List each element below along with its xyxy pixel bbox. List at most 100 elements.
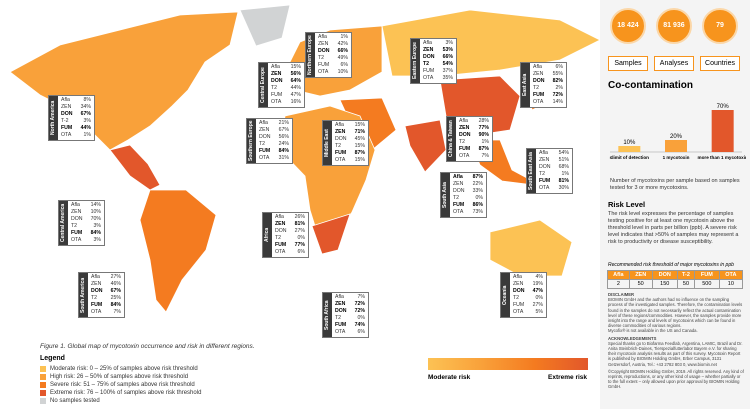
toxin-row: Afla 26% bbox=[275, 214, 305, 221]
disclaimer-title: DISCLAIMER bbox=[608, 292, 635, 297]
toxin-name: DON bbox=[539, 164, 551, 170]
toxin-value: 7% bbox=[481, 153, 490, 159]
toxin-row: ZEN 22% bbox=[453, 181, 483, 188]
toxin-row: FUM 47% bbox=[271, 92, 301, 99]
toxin-row: DON 82% bbox=[533, 78, 563, 85]
bar bbox=[711, 110, 734, 152]
toxin-row: DON 67% bbox=[91, 288, 121, 295]
region-shape bbox=[489, 219, 573, 277]
legend-swatch bbox=[40, 398, 46, 404]
toxin-name: T2 bbox=[459, 139, 466, 145]
legend-item: Severe risk: 51 – 75% of samples above r… bbox=[40, 381, 201, 389]
toxin-row: DON 47% bbox=[513, 288, 543, 295]
toxin-row: DON 90% bbox=[459, 132, 489, 139]
toxin-value: 77% bbox=[478, 125, 489, 131]
toxin-name: Afla bbox=[61, 97, 70, 103]
region-rows: Afla 15% ZEN 56% DON 64% T2 44% FUM 47% OTA 16% bbox=[268, 63, 304, 107]
toxin-row: OTA 16% bbox=[271, 99, 301, 106]
toxin-name: DON bbox=[259, 134, 271, 140]
disclaimer-note: Mycofix® is not available in the US and … bbox=[608, 328, 698, 334]
toxin-value: 16% bbox=[290, 99, 301, 105]
toxin-name: ZEN bbox=[318, 41, 329, 47]
value-label: 10% bbox=[623, 140, 636, 146]
toxin-name: T2 bbox=[533, 85, 540, 91]
stat: 18 424 Samples bbox=[608, 8, 648, 71]
toxin-value: 67% bbox=[80, 111, 91, 117]
toxin-value: 10% bbox=[337, 69, 348, 75]
stat-value: 18 424 bbox=[610, 8, 646, 44]
stat-label: Countries bbox=[700, 56, 740, 71]
table-header-cell: T-2 bbox=[676, 270, 696, 280]
toxin-name: FUM bbox=[61, 125, 73, 131]
region-box: Southern Europe Afla 21% ZEN 67% DON 56% T2 24% F… bbox=[246, 118, 293, 164]
toxin-row: OTA 3% bbox=[71, 237, 101, 244]
toxin-name: ZEN bbox=[91, 281, 102, 287]
region-box: Central Europe Afla 15% ZEN 56% DON 64% T2 44% FU… bbox=[258, 62, 305, 108]
toxin-value: 49% bbox=[337, 55, 348, 61]
toxin-row: FUM 84% bbox=[71, 230, 101, 237]
toxin-value: 33% bbox=[472, 188, 483, 194]
legend-item: No samples tested bbox=[40, 397, 201, 405]
toxin-name: T2 bbox=[453, 195, 460, 201]
toxin-value: 0% bbox=[297, 235, 306, 241]
toxin-name: OTA bbox=[423, 75, 434, 81]
toxin-name: Afla bbox=[533, 64, 542, 70]
toxin-name: FUM bbox=[335, 322, 347, 328]
toxin-value: 72% bbox=[354, 301, 365, 307]
region-name: China & Taiwan bbox=[447, 117, 456, 161]
toxin-row: FUM 44% bbox=[61, 125, 91, 132]
toxin-row: OTA 30% bbox=[539, 185, 569, 192]
toxin-value: 66% bbox=[442, 54, 453, 60]
stat: 81 936 Analyses bbox=[654, 8, 694, 71]
region-name: Oceania bbox=[501, 273, 510, 317]
toxin-name: FUM bbox=[318, 62, 330, 68]
toxin-value: 7% bbox=[113, 309, 122, 315]
toxin-value: 6% bbox=[297, 249, 306, 255]
toxin-row: Afla 27% bbox=[91, 274, 121, 281]
legend-item: Moderate risk: 0 – 25% of samples above … bbox=[40, 365, 201, 373]
toxin-value: 3% bbox=[93, 237, 102, 243]
toxin-row: T2 49% bbox=[318, 55, 348, 62]
toxin-name: DON bbox=[61, 111, 73, 117]
legend-title: Legend bbox=[40, 355, 65, 362]
region-shape bbox=[109, 144, 161, 191]
toxin-value: 84% bbox=[110, 302, 121, 308]
toxin-row: FUM 81% bbox=[539, 178, 569, 185]
toxin-value: 51% bbox=[558, 157, 569, 163]
region-box: China & Taiwan Afla 28% ZEN 77% DON 90% T2 1% FUM… bbox=[446, 116, 493, 162]
region-shape bbox=[404, 119, 447, 173]
region-box: Africa Afla 26% ZEN 81% DON 27% T2 0% FUM 77% OTA 6% bbox=[262, 212, 309, 258]
bar bbox=[665, 140, 687, 152]
toxin-name: Afla bbox=[91, 274, 100, 280]
toxin-name: FUM bbox=[335, 150, 347, 156]
toxin-value: 64% bbox=[290, 78, 301, 84]
toxin-name: OTA bbox=[335, 157, 346, 163]
toxin-value: 87% bbox=[478, 146, 489, 152]
legend-swatch bbox=[40, 366, 46, 372]
toxin-name: ZEN bbox=[513, 281, 524, 287]
region-rows: Afla 8% ZEN 34% DON 67% T-2 3% FUM 44% OTA 1% bbox=[58, 96, 94, 140]
stat-label: Samples bbox=[608, 56, 648, 71]
toxin-value: 3% bbox=[93, 223, 102, 229]
toxin-row: ZEN 46% bbox=[91, 281, 121, 288]
toxin-row: T2 0% bbox=[335, 315, 365, 322]
region-name: Eastern Europe bbox=[411, 39, 420, 83]
region-shape bbox=[139, 189, 217, 313]
region-rows: Afla 15% ZEN 71% DON 45% T2 15% FUM 87% OTA 15% bbox=[332, 121, 368, 165]
toxin-row: FUM 77% bbox=[275, 242, 305, 249]
toxin-value: 70% bbox=[90, 216, 101, 222]
toxin-name: ZEN bbox=[453, 181, 464, 187]
toxin-name: DON bbox=[71, 216, 83, 222]
toxin-value: 81% bbox=[294, 221, 305, 227]
toxin-row: DON 68% bbox=[539, 164, 569, 171]
toxin-row: Afla 54% bbox=[539, 150, 569, 157]
toxin-row: ZEN 55% bbox=[533, 71, 563, 78]
region-rows: Afla 6% ZEN 55% DON 82% T2 2% FUM 72% OTA 14% bbox=[530, 63, 566, 107]
toxin-value: 81% bbox=[558, 178, 569, 184]
toxin-row: Afla 87% bbox=[453, 174, 483, 181]
region-box: Middle East Afla 15% ZEN 71% DON 45% T2 15% FUM 87… bbox=[322, 120, 369, 166]
toxin-value: 3% bbox=[83, 118, 92, 124]
toxin-value: 55% bbox=[552, 71, 563, 77]
region-name: Africa bbox=[263, 213, 272, 257]
toxin-value: 73% bbox=[472, 209, 483, 215]
